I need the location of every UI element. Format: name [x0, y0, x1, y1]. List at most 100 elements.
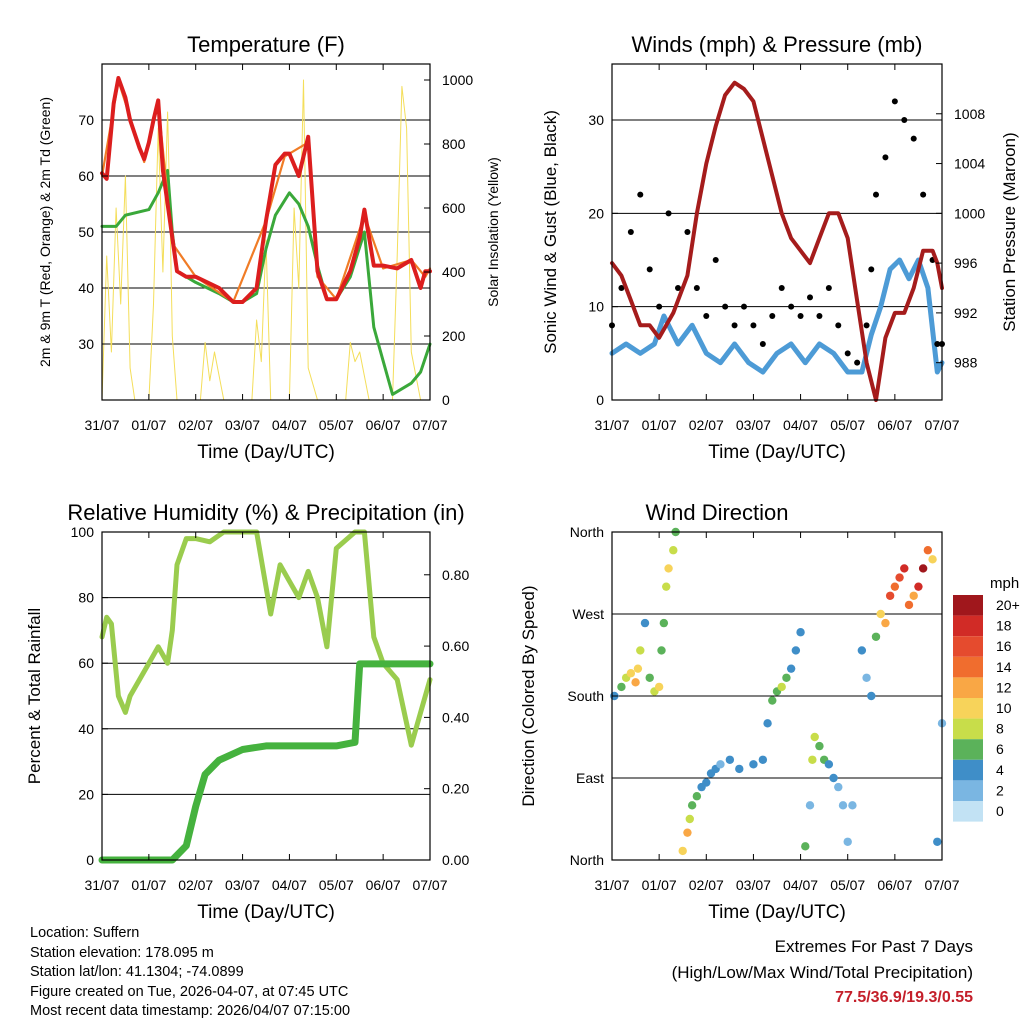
- gust-point: [920, 191, 927, 198]
- y2-tick-label: 200: [442, 328, 466, 344]
- gust-point: [684, 229, 691, 235]
- direction-point: [786, 664, 796, 673]
- direction-point: [664, 564, 673, 573]
- direction-point: [867, 691, 876, 701]
- series-2m-td: [100, 168, 432, 396]
- y2-tick-label: 0.20: [442, 781, 469, 797]
- y-tick-label: 60: [78, 168, 94, 184]
- y2-tick-label: 0.80: [442, 567, 469, 583]
- direction-point: [669, 546, 678, 555]
- y-axis-title: Sonic Wind & Gust (Blue, Black): [541, 110, 560, 354]
- direction-point: [933, 837, 942, 846]
- legend-swatch: [953, 759, 983, 781]
- info-recent: Most recent data timestamp: 2026/04/07 0…: [30, 1003, 351, 1020]
- direction-point: [885, 591, 895, 600]
- x-tick-label: 31/07: [84, 877, 119, 893]
- direction-point: [777, 682, 786, 692]
- y2-tick-label: 0.00: [442, 852, 469, 868]
- direction-point: [928, 555, 937, 564]
- x-tick-label: 31/07: [594, 417, 629, 433]
- x-tick-label: 05/07: [319, 877, 354, 893]
- direction-point: [758, 755, 768, 764]
- direction-point: [914, 582, 923, 591]
- direction-point: [692, 792, 702, 801]
- x-tick-label: 07/07: [924, 417, 959, 433]
- direction-point: [678, 846, 687, 856]
- y2-tick-label: 800: [442, 136, 466, 152]
- gust-point: [769, 313, 776, 319]
- gust-point: [934, 341, 941, 347]
- direction-point: [749, 760, 758, 769]
- y2-tick-label: 0.40: [442, 709, 469, 725]
- gust-point: [854, 359, 861, 366]
- y2-axis-title: Station Pressure (Maroon): [1000, 132, 1019, 331]
- gust-point: [863, 322, 870, 329]
- direction-point: [657, 646, 666, 655]
- x-axis-title: Time (Day/UTC): [197, 902, 335, 923]
- series-relative-humidity: [99, 529, 433, 748]
- gust-point: [816, 313, 823, 319]
- direction-point: [626, 669, 636, 678]
- direction-point: [881, 618, 890, 628]
- legend-label: 6: [996, 741, 1004, 757]
- direction-point: [801, 842, 810, 851]
- y-tick-label: 50: [78, 224, 94, 240]
- extremes-subheading: (High/Low/Max Wind/Total Precipitation): [671, 962, 973, 982]
- series-total-precipitation: [98, 660, 434, 864]
- gust-point: [797, 313, 804, 319]
- extremes-values: 77.5/36.9/19.3/0.55: [835, 989, 973, 1006]
- y-tick-label: 70: [78, 112, 94, 128]
- direction-point: [683, 828, 692, 837]
- direction-point: [763, 719, 772, 728]
- direction-point: [636, 646, 645, 655]
- gust-point: [891, 98, 898, 105]
- y-tick-label: 100: [71, 524, 95, 540]
- legend-swatch: [953, 636, 983, 657]
- x-tick-label: 02/07: [178, 417, 213, 433]
- y-tick-label: East: [576, 770, 604, 786]
- legend-label: 10: [996, 700, 1012, 716]
- legend-swatch: [953, 677, 983, 698]
- y-tick-label: North: [570, 852, 604, 868]
- legend-swatch: [953, 739, 983, 760]
- x-tick-label: 02/07: [689, 877, 724, 893]
- gust-point: [835, 322, 842, 329]
- direction-point: [808, 755, 817, 764]
- x-tick-label: 06/07: [366, 417, 401, 433]
- x-tick-label: 05/07: [830, 417, 865, 433]
- x-tick-label: 03/07: [736, 877, 771, 893]
- x-tick-label: 01/07: [642, 877, 677, 893]
- x-tick-label: 05/07: [830, 877, 865, 893]
- y-tick-label: 10: [588, 299, 604, 315]
- y2-tick-label: 600: [442, 200, 466, 216]
- direction-point: [768, 696, 777, 705]
- gust-point: [910, 135, 917, 142]
- chart-title: Winds (mph) & Pressure (mb): [632, 32, 923, 57]
- direction-point: [805, 801, 815, 810]
- direction-point: [876, 609, 885, 619]
- y2-tick-label: 1000: [954, 205, 985, 221]
- gust-point: [693, 285, 700, 291]
- direction-point: [782, 673, 791, 682]
- direction-point: [633, 664, 643, 673]
- series-station-pressure: [610, 80, 944, 402]
- y2-tick-label: 992: [954, 305, 978, 321]
- x-tick-label: 06/07: [877, 877, 912, 893]
- chart-title: Wind Direction: [645, 500, 788, 525]
- x-tick-label: 01/07: [131, 877, 166, 893]
- x-tick-label: 04/07: [272, 877, 307, 893]
- direction-point: [640, 618, 650, 628]
- y2-tick-label: 996: [954, 255, 978, 271]
- chart-direction: Wind Direction mph 20+ 18 16 14 12 10 8 6 4 2 0 North…: [519, 500, 1020, 923]
- series-9m-t: [100, 79, 432, 304]
- info-latlon: Station lat/lon: 41.1304; -74.0899: [30, 964, 244, 981]
- x-axis-title: Time (Day/UTC): [708, 902, 846, 923]
- chart-title: Temperature (F): [187, 32, 345, 57]
- chart-winds: Winds (mph) & Pressure (mb) 0 10 20 30 988 992…: [541, 32, 1019, 463]
- gust-point: [825, 285, 832, 291]
- legend-title: mph: [990, 575, 1019, 592]
- direction-point: [791, 646, 801, 655]
- x-tick-label: 03/07: [736, 417, 771, 433]
- y2-axis-title: Solar Insolation (Yellow): [485, 157, 501, 307]
